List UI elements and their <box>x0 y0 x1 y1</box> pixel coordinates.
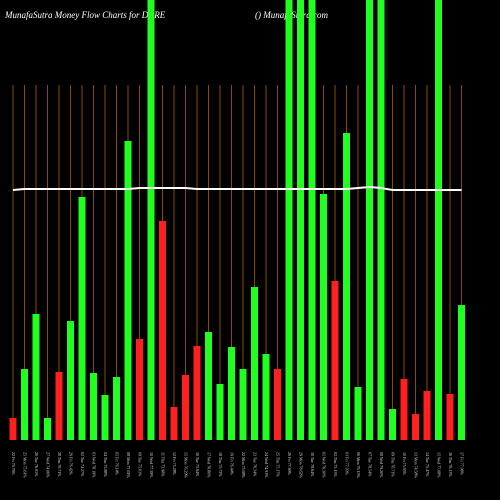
x-tick-label: 14 Tue 75.47% <box>425 452 430 477</box>
x-tick-label: 24 Wed 74.91% <box>264 452 269 478</box>
x-tick-label: 17 Wed 76.80% <box>207 452 212 478</box>
x-tick-label: 07 Tue 78.54% <box>368 452 373 477</box>
bar <box>423 391 431 440</box>
x-tick-label: 08 Mon 77.61% <box>126 452 131 479</box>
x-tick-label: 03 Fri 77.03% <box>345 452 350 476</box>
x-tick-label: 29 Fri 76.42% <box>69 452 74 476</box>
x-tick-label: 27 Wed 74.06% <box>46 452 51 478</box>
bar <box>274 369 281 440</box>
bar <box>262 354 270 440</box>
x-tick-label: 09 Thu 76.71% <box>391 452 396 477</box>
bar <box>458 305 465 440</box>
x-tick-label: 12 Fri 75.28% <box>172 452 177 476</box>
x-tick-label: 25 Thu 75.17% <box>276 452 281 477</box>
x-tick-label: 06 Mon 76.15% <box>356 452 361 479</box>
x-tick-label: 18 Thu 75.72% <box>218 452 223 477</box>
x-tick-label: 16 Tue 75.94% <box>195 452 200 477</box>
bar <box>331 281 339 440</box>
bar <box>389 409 396 440</box>
x-tick-label: 09 Tue 75.03% <box>138 452 143 477</box>
x-tick-label: 03 Wed 78.19% <box>92 452 97 478</box>
x-tick-label: 02 Tue 74.27% <box>80 452 85 477</box>
price-line <box>12 185 462 191</box>
bar <box>239 369 247 440</box>
chart-title: MunafaSutra Money Flow Charts for DCRE <box>4 10 166 20</box>
bar <box>193 346 201 440</box>
bar <box>67 321 74 440</box>
x-tick-label: 10 Fri 75.95% <box>402 452 407 476</box>
x-tick-label: 15 Wed 77.08% <box>437 452 442 478</box>
bar <box>90 373 97 440</box>
x-tick-label: 23 Tue 76.34% <box>253 452 258 477</box>
x-tick-label: 17 Fri 77.06% <box>460 452 465 476</box>
x-tick-label: 13 Mon 74.58% <box>414 452 419 479</box>
x-tick-label: 11 Thu 73.98% <box>161 452 166 477</box>
x-tick-label: 22 Mon 75.68% <box>241 452 246 479</box>
bar <box>113 377 120 440</box>
bar <box>343 133 350 440</box>
bar <box>21 369 28 440</box>
x-tick-label: 28 Thu 76.71% <box>57 452 62 477</box>
bar <box>44 418 51 440</box>
bar <box>9 418 17 440</box>
x-tick-label: 25 Mon 75.61% <box>23 452 28 479</box>
bar <box>377 0 385 440</box>
x-tick-label: 15 Mon 76.29% <box>184 452 189 479</box>
bar <box>124 141 132 440</box>
x-tick-label: 10 Wed 77.39% <box>149 452 154 478</box>
x-tick-label: 04 Thu 75.88% <box>103 452 108 477</box>
x-tick-label: 26 Fri 77.90% <box>287 452 292 476</box>
bar <box>101 395 109 440</box>
x-tick-label: 26 Tue 76.01% <box>34 452 39 477</box>
x-tick-label: 08 Wed 79.20% <box>379 452 384 478</box>
x-tick-label: 30 Tue 78.64% <box>310 452 315 477</box>
bar <box>205 332 212 440</box>
bar <box>147 0 155 440</box>
x-tick-label: 05 Fri 76.14% <box>115 452 120 476</box>
bar <box>228 347 235 440</box>
bar <box>78 197 86 440</box>
bar <box>366 0 373 440</box>
bar <box>400 379 408 440</box>
bar <box>446 394 454 440</box>
x-tick-label: 16 Thu 76.13% <box>448 452 453 477</box>
bar <box>285 0 293 440</box>
x-tick-label: 22 Fri 79.76% <box>11 452 16 476</box>
bar <box>32 314 40 440</box>
x-tick-label: 19 Fri 76.44% <box>230 452 235 476</box>
bar <box>320 194 327 440</box>
bar <box>136 339 143 440</box>
bar <box>159 221 166 440</box>
bar <box>412 414 419 440</box>
bar <box>170 407 178 440</box>
bar <box>182 375 189 440</box>
bar <box>251 287 258 440</box>
x-tick-label: 01 Wed 76.30% <box>322 452 327 478</box>
x-tick-label: 02 Thu 75.15% <box>333 452 338 477</box>
bar <box>435 0 442 440</box>
bar <box>354 387 362 440</box>
bar <box>297 0 304 440</box>
bar <box>308 0 316 440</box>
bar <box>55 372 63 440</box>
x-tick-label: 29 Mon 78.62% <box>299 452 304 479</box>
bar <box>216 384 224 440</box>
